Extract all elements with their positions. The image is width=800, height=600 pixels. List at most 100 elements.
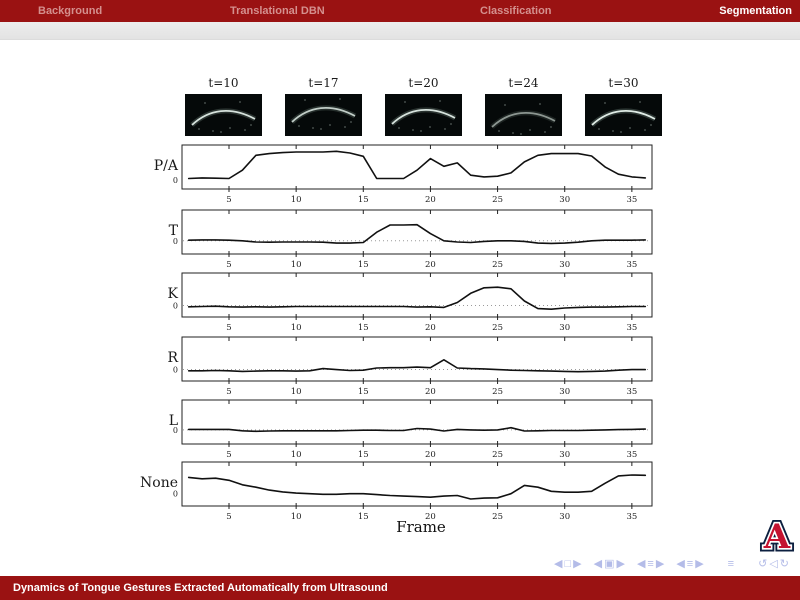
nav-symbol-icon[interactable]: ▶ — [655, 558, 665, 570]
x-tick-label: 35 — [626, 387, 637, 397]
series-line-r — [187, 358, 647, 373]
x-tick-label: 35 — [626, 195, 637, 205]
y-zero-label: 0 — [173, 176, 178, 185]
x-tick-label: 25 — [492, 260, 503, 270]
panel-label-t: T — [168, 223, 178, 239]
nav-symbol-group: ≡ — [727, 556, 735, 572]
nav-symbol-icon[interactable]: □ — [564, 558, 572, 570]
header-section-translational-dbn[interactable]: Translational DBN — [230, 5, 325, 17]
ultrasound-frame-t10: t=10 — [185, 76, 262, 141]
subheader-strip — [0, 22, 800, 40]
x-tick-label: 30 — [559, 387, 570, 397]
nav-symbol-icon[interactable]: ◀ — [554, 558, 563, 570]
series-line-t — [187, 223, 647, 245]
svg-text:A: A — [763, 517, 791, 555]
x-tick-label: 30 — [559, 260, 570, 270]
plot-panel-k: 5 10 15 20 25 30 35 0 — [173, 272, 653, 333]
x-tick-label: 30 — [559, 195, 570, 205]
plot-panel-t: 5 10 15 20 25 30 35 0 — [173, 209, 653, 270]
x-tick-label: 10 — [291, 260, 302, 270]
nav-symbol-icon[interactable]: ◀ — [593, 558, 603, 570]
header-section-classification[interactable]: Classification — [480, 5, 552, 17]
x-tick-label: 30 — [559, 450, 570, 460]
nav-symbol-icon[interactable]: ▶ — [573, 558, 582, 570]
slide-title: Dynamics of Tongue Gestures Extracted Au… — [13, 582, 388, 594]
x-tick-label: 20 — [425, 195, 436, 205]
ultrasound-image — [385, 94, 462, 136]
thumbnail-time-label: t=17 — [308, 76, 339, 90]
nav-symbol-icon[interactable]: ◁ — [769, 558, 778, 570]
x-tick-label: 15 — [358, 195, 369, 205]
x-tick-label: 20 — [425, 450, 436, 460]
x-tick-label: 5 — [226, 323, 231, 333]
nav-symbol-icon[interactable]: ≡ — [686, 558, 694, 570]
plot-panel-l: 5 10 15 20 25 30 35 0 — [173, 399, 653, 460]
x-tick-label: 15 — [358, 450, 369, 460]
nav-symbol-icon[interactable]: ▶ — [695, 558, 704, 570]
header-section-background[interactable]: Background — [38, 5, 103, 17]
ultrasound-image — [185, 94, 262, 136]
x-tick-label: 20 — [425, 512, 436, 522]
x-tick-label: 10 — [291, 450, 302, 460]
block-a-icon: AAA — [759, 514, 794, 561]
nav-symbol-icon[interactable]: ↺ — [758, 558, 768, 570]
footer-bar: Dynamics of Tongue Gestures Extracted Au… — [0, 576, 800, 600]
ultrasound-image — [285, 94, 362, 136]
x-tick-label: 10 — [291, 512, 302, 522]
series-line-l — [187, 426, 647, 433]
x-tick-label: 5 — [226, 387, 231, 397]
x-tick-label: 25 — [492, 450, 503, 460]
x-tick-label: 25 — [492, 195, 503, 205]
series-line-k — [187, 286, 647, 311]
nav-symbol-icon[interactable]: ▣ — [604, 558, 615, 570]
nav-symbol-group: ◀ ≡ ▶ — [675, 556, 704, 572]
x-tick-label: 20 — [425, 323, 436, 333]
thumbnail-time-label: t=24 — [508, 76, 539, 90]
panel-label-none: None — [140, 475, 178, 491]
nav-symbol-group: ◀ ▣ ▶ — [593, 556, 626, 572]
x-tick-label: 25 — [492, 512, 503, 522]
x-tick-label: 35 — [626, 323, 637, 333]
x-tick-label: 20 — [425, 387, 436, 397]
nav-symbol-icon[interactable]: ≡ — [647, 558, 654, 570]
svg-text:A: A — [763, 517, 791, 555]
x-tick-label: 20 — [425, 260, 436, 270]
x-tick-label: 25 — [492, 323, 503, 333]
beamer-navigation: ◀ □ ▶ ◀ ▣ ▶ ◀ ≡ ▶ ◀ ≡ ▶ ≡ ↺ ◁ ↻ — [543, 556, 790, 572]
header-bar: Background Translational DBN Classificatio… — [0, 0, 800, 22]
x-tick-label: 30 — [559, 512, 570, 522]
x-tick-label: 35 — [626, 512, 637, 522]
nav-symbol-icon[interactable]: ≡ — [727, 558, 735, 570]
nav-symbol-group: ◀ □ ▶ — [553, 556, 583, 572]
thumbnail-time-label: t=10 — [208, 76, 239, 90]
series-line-none — [187, 474, 647, 500]
x-tick-label: 5 — [226, 450, 231, 460]
nav-symbol-icon[interactable]: ◀ — [676, 558, 685, 570]
thumbnail-time-label: t=30 — [608, 76, 639, 90]
x-tick-label: 10 — [291, 195, 302, 205]
plot-panel-p-a: 5 10 15 20 25 30 35 0 — [173, 144, 653, 205]
x-tick-label: 30 — [559, 323, 570, 333]
series-line-p-a — [187, 150, 647, 180]
nav-symbol-icon[interactable]: ↻ — [779, 558, 789, 570]
ultrasound-frame-t20: t=20 — [385, 76, 462, 141]
header-section-segmentation[interactable]: Segmentation — [719, 5, 792, 17]
panel-label-l: L — [168, 413, 178, 429]
x-tick-label: 5 — [226, 195, 231, 205]
ultrasound-image — [485, 94, 562, 136]
x-tick-label: 15 — [358, 512, 369, 522]
x-tick-label: 15 — [358, 387, 369, 397]
x-tick-label: 15 — [358, 323, 369, 333]
y-zero-label: 0 — [173, 490, 178, 499]
nav-symbol-icon[interactable]: ▶ — [616, 558, 625, 570]
panel-label-p-a: P/A — [153, 158, 178, 174]
x-tick-label: 15 — [358, 260, 369, 270]
nav-symbol-group: ↺ ◁ ↻ — [757, 556, 790, 572]
ultrasound-image — [585, 94, 662, 136]
x-tick-label: 10 — [291, 323, 302, 333]
nav-symbol-icon[interactable]: ◀ — [636, 558, 646, 570]
y-zero-label: 0 — [173, 426, 178, 435]
ultrasound-frame-t24: t=24 — [485, 76, 562, 141]
